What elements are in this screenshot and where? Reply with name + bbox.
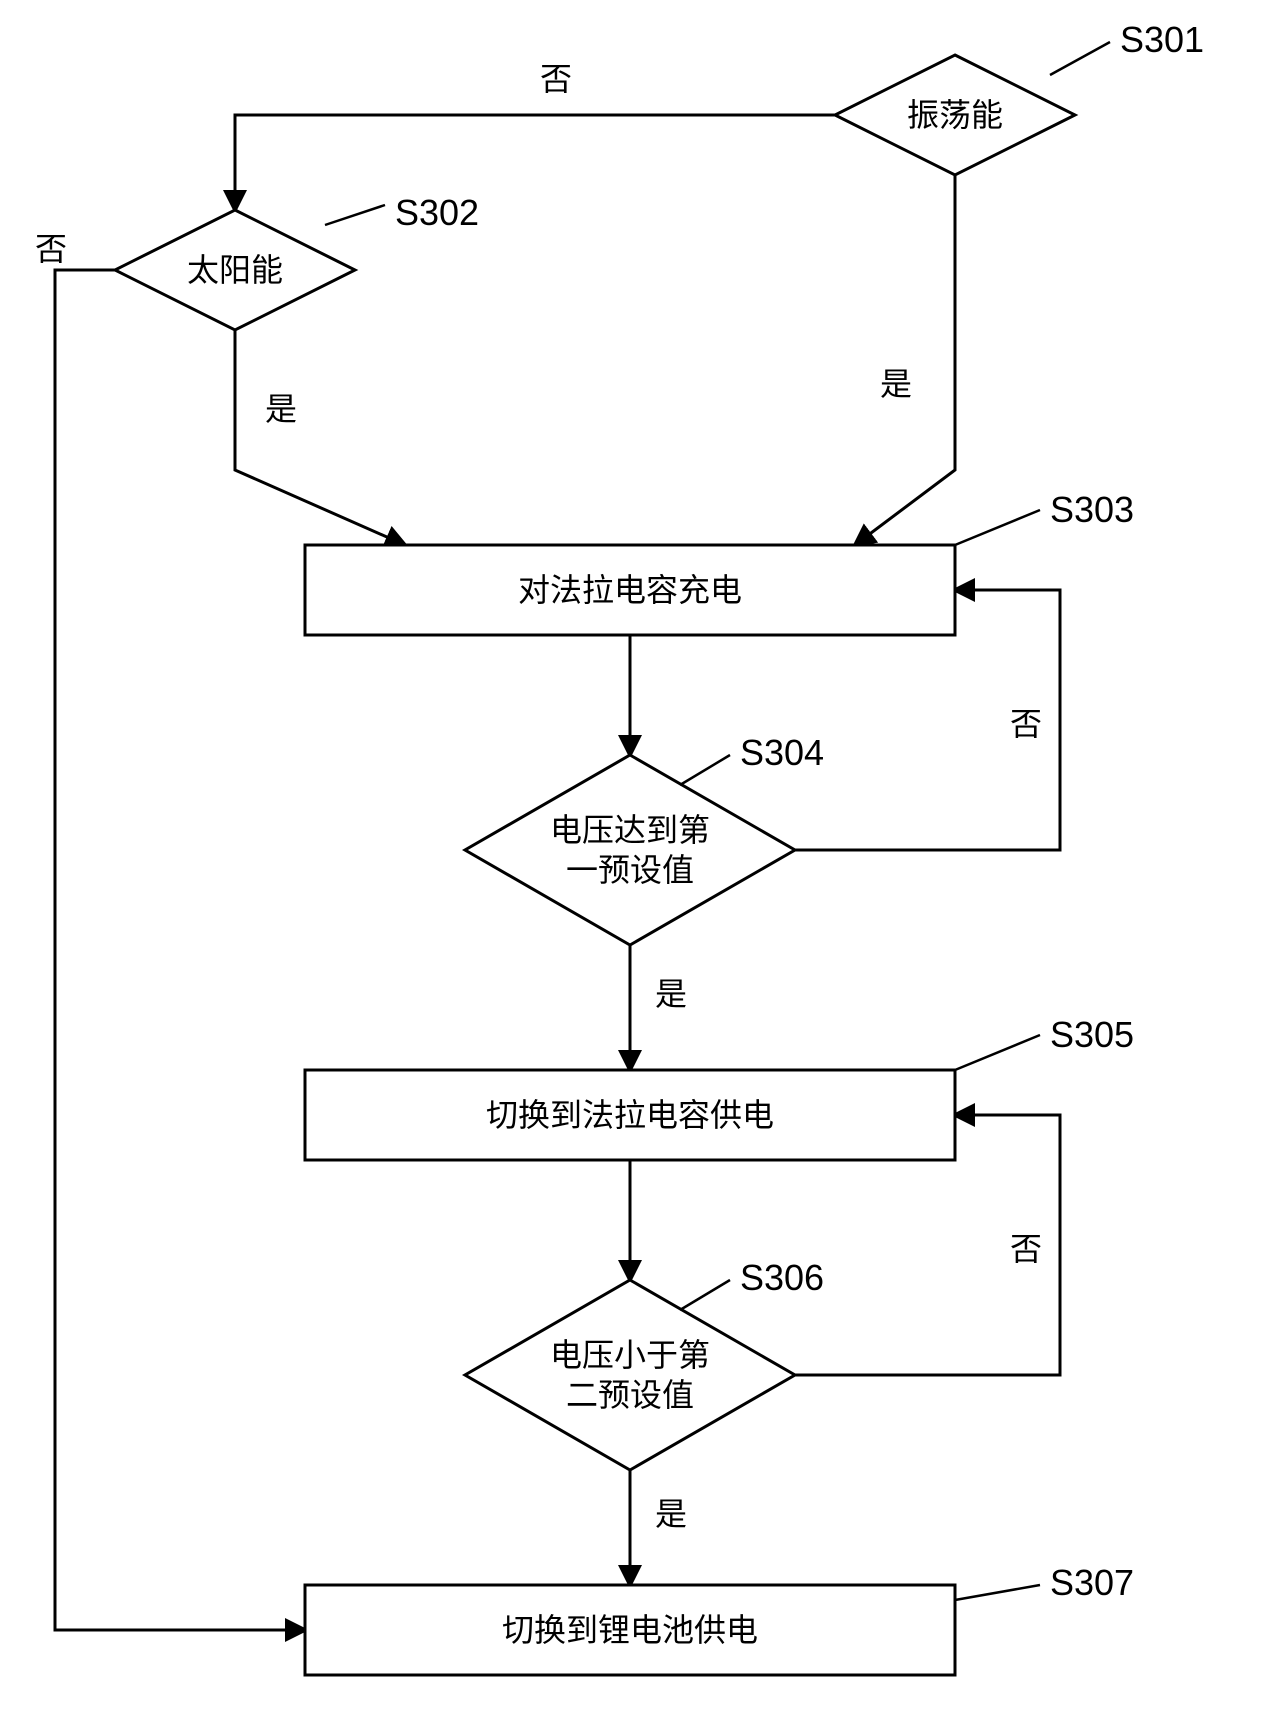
flowchart-canvas: 否 是 否 是 否 是 否 是 振荡能 S301 太阳能 S302 对法拉电容充… <box>0 0 1288 1736</box>
node-s304-label-line2: 一预设值 <box>566 852 694 888</box>
node-s301-callout: S301 <box>1120 19 1204 60</box>
edge-s301-no-label: 否 <box>540 61 572 97</box>
node-s303-label: 对法拉电容充电 <box>518 572 742 608</box>
node-s307-callout: S307 <box>1050 1562 1134 1603</box>
node-s305-callout: S305 <box>1050 1014 1134 1055</box>
edge-s306-no-label: 否 <box>1010 1231 1042 1267</box>
node-s303-callout: S303 <box>1050 489 1134 530</box>
edge-s301-no <box>235 115 835 210</box>
edge-s306-yes-label: 是 <box>655 1496 687 1532</box>
node-s305-label: 切换到法拉电容供电 <box>486 1097 774 1133</box>
node-s303: 对法拉电容充电 S303 <box>305 489 1134 635</box>
edge-s302-no <box>55 270 305 1630</box>
node-s307: 切换到锂电池供电 S307 <box>305 1562 1134 1675</box>
node-s304: 电压达到第 一预设值 S304 <box>465 732 824 945</box>
node-s302-callout: S302 <box>395 192 479 233</box>
node-s307-label: 切换到锂电池供电 <box>502 1612 758 1648</box>
node-s301: 振荡能 S301 <box>835 19 1204 175</box>
node-s306: 电压小于第 二预设值 S306 <box>465 1257 824 1470</box>
edge-s302-yes-label: 是 <box>265 391 297 427</box>
node-s304-label-line1: 电压达到第 <box>550 812 710 848</box>
node-s306-label-line2: 二预设值 <box>566 1377 694 1413</box>
node-s302-label: 太阳能 <box>187 252 283 288</box>
node-s306-callout: S306 <box>740 1257 824 1298</box>
node-s306-label-line1: 电压小于第 <box>550 1337 710 1373</box>
edge-s302-yes <box>235 330 405 545</box>
edge-s301-yes-label: 是 <box>880 366 912 402</box>
node-s305: 切换到法拉电容供电 S305 <box>305 1014 1134 1160</box>
edge-s304-yes-label: 是 <box>655 976 687 1012</box>
node-s304-callout: S304 <box>740 732 824 773</box>
edge-s301-yes <box>855 175 955 545</box>
edge-s304-no-label: 否 <box>1010 706 1042 742</box>
node-s302: 太阳能 S302 <box>115 192 479 330</box>
edge-s302-no-label: 否 <box>35 231 67 267</box>
node-s301-label: 振荡能 <box>907 97 1003 133</box>
